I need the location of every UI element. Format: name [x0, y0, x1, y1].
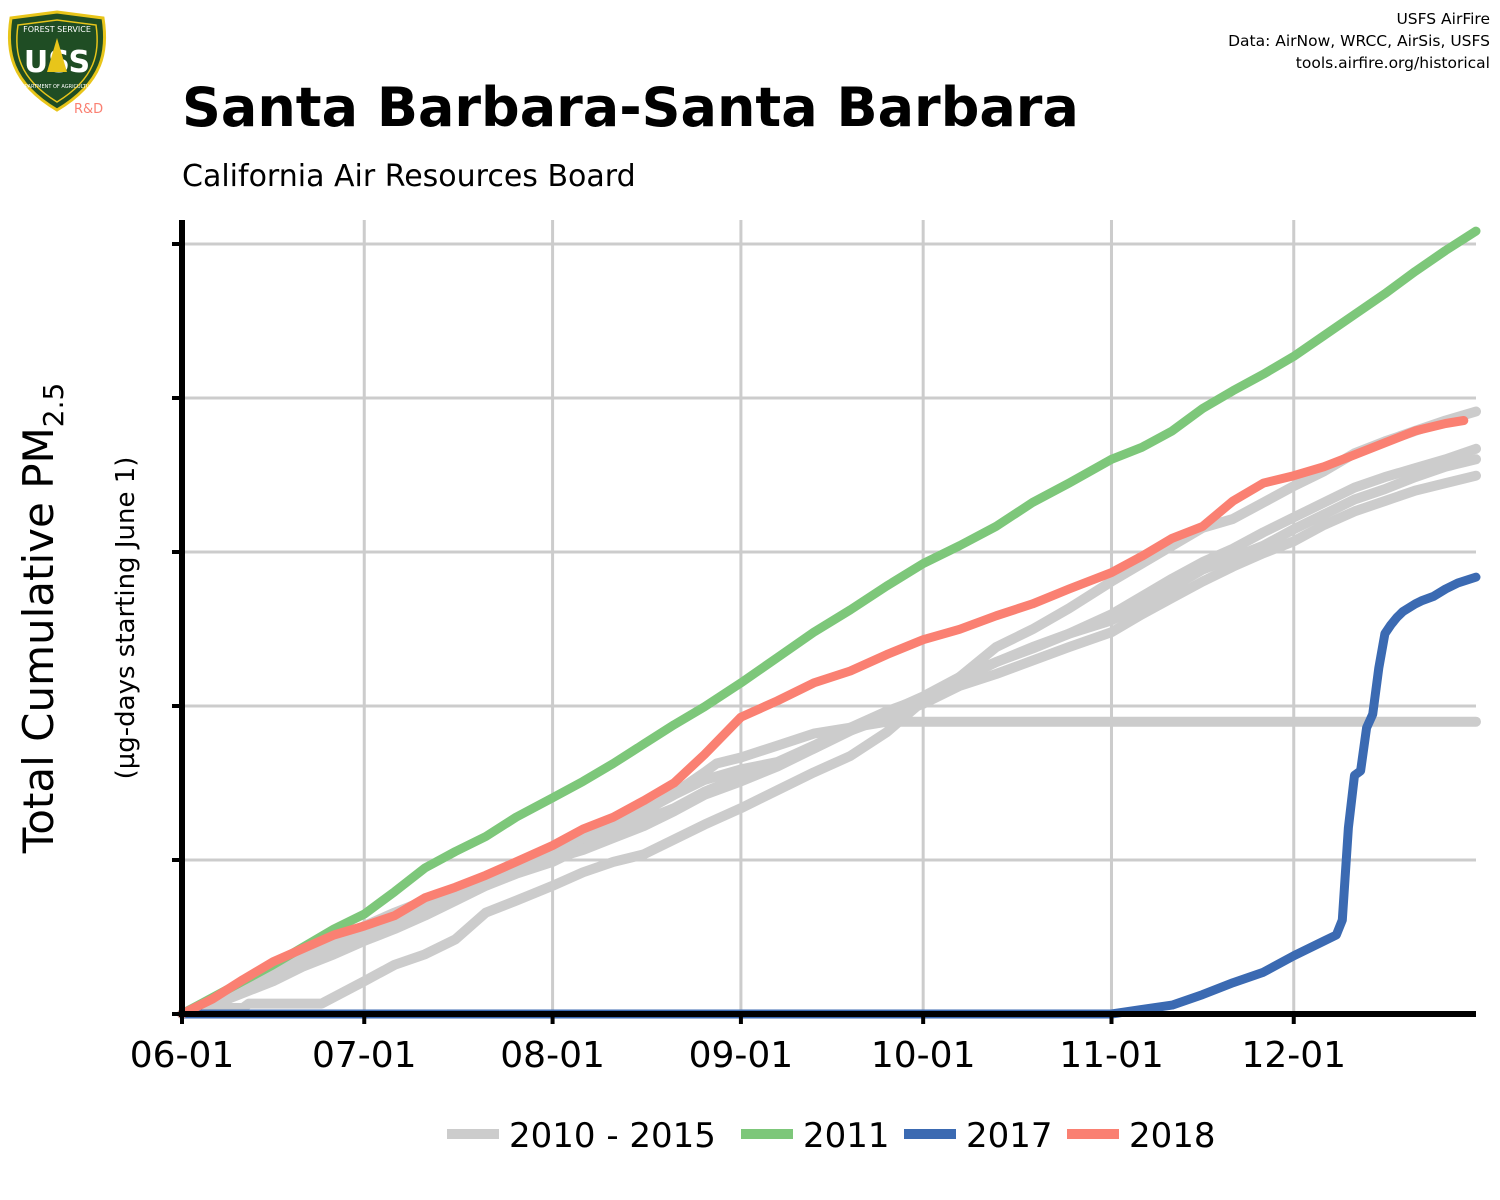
x-tick-label: 10-01 — [871, 1035, 976, 1076]
x-tick-label: 08-01 — [500, 1035, 605, 1076]
x-tick-label: 12-01 — [1241, 1035, 1346, 1076]
legend-label-2017: 2017 — [966, 1116, 1053, 1156]
series-line-2011 — [177, 226, 1481, 1019]
series-line-2017 — [177, 572, 1481, 1019]
highlight-lines — [177, 226, 1481, 1019]
y-axis-title: Total Cumulative PM2.5 — [14, 383, 70, 855]
chart-subtitle: California Air Resources Board — [182, 159, 636, 194]
y-axis-note: (µg-days starting June 1) — [111, 457, 141, 780]
historical-lines — [177, 406, 1481, 1019]
series-line-2010-2015 — [177, 406, 1481, 1019]
logo-bottom-text: DEPARTMENT OF AGRICULTURE — [18, 84, 96, 90]
logo-top-text: FOREST SERVICE — [23, 25, 91, 34]
credit-line-2: Data: AirNow, WRCC, AirSis, USFS — [1228, 32, 1490, 50]
credit-line-3: tools.airfire.org/historical — [1296, 54, 1490, 72]
x-tick-labels: 06-01 07-01 08-01 09-01 10-01 11-01 12-01 — [130, 1035, 1346, 1076]
y-axis-title-subscript: 2.5 — [37, 383, 70, 428]
x-tick-label: 07-01 — [312, 1035, 417, 1076]
x-tick-label: 11-01 — [1059, 1035, 1164, 1076]
series-line-2010-2015 — [177, 716, 1481, 1019]
y-axis-title-main: Total Cumulative PM — [14, 427, 63, 854]
logo-tag: R&D — [74, 102, 103, 117]
legend-label-2011: 2011 — [803, 1116, 890, 1156]
series-line-2018 — [177, 416, 1469, 1019]
axes — [172, 220, 1476, 1024]
legend: 2010 - 2015 2011 2017 2018 — [447, 1116, 1216, 1156]
usfs-shield-icon: FOREST SERVICE USS DEPARTMENT OF AGRICUL… — [7, 10, 107, 117]
x-tick-label: 09-01 — [689, 1035, 794, 1076]
x-tick-label: 06-01 — [130, 1035, 235, 1076]
grid-layer — [182, 220, 1476, 1014]
legend-label-2018: 2018 — [1129, 1116, 1216, 1156]
credit-line-1: USFS AirFire — [1396, 10, 1490, 28]
chart-title: Santa Barbara-Santa Barbara — [182, 76, 1079, 139]
legend-label-2010-2015: 2010 - 2015 — [509, 1116, 716, 1156]
